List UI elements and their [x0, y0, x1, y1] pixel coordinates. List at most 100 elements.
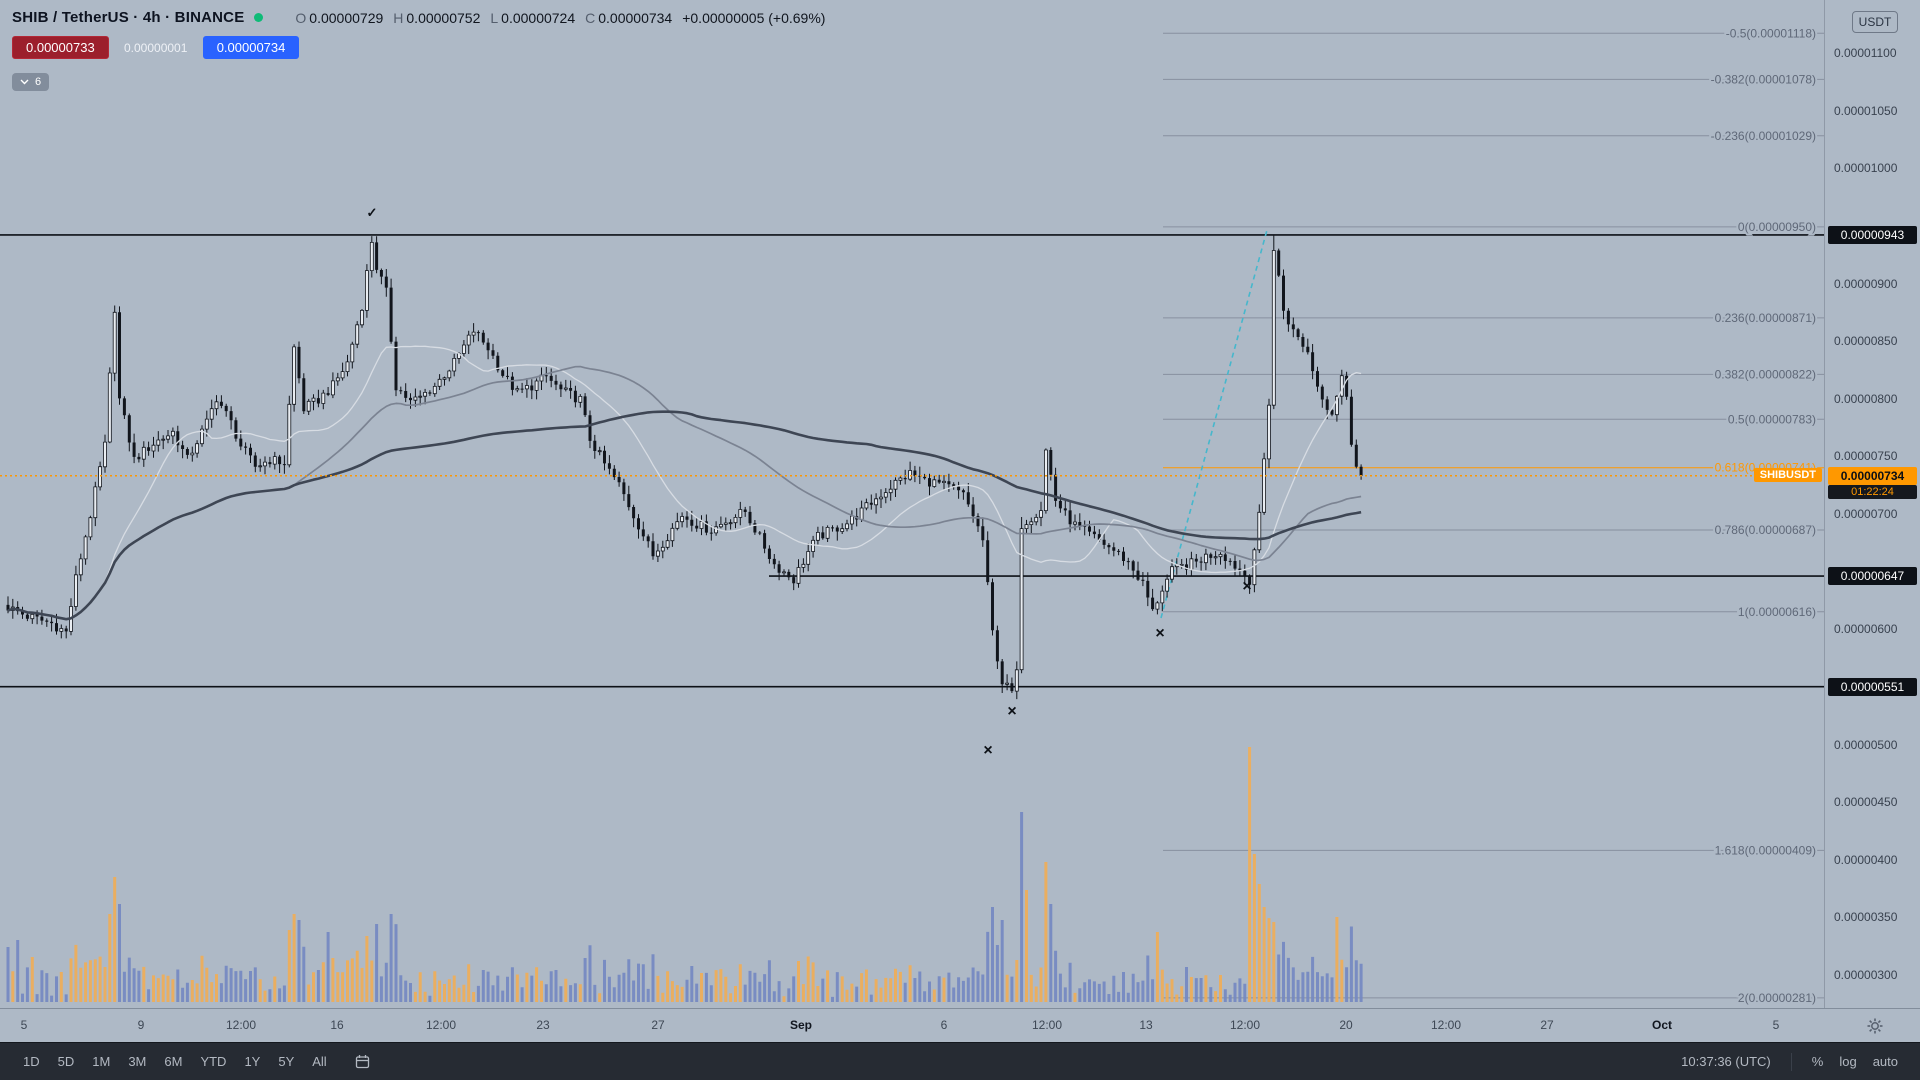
trade-buttons-row: 0.00000733 0.00000001 0.00000734 — [12, 36, 825, 59]
ma-120-line — [7, 410, 1362, 621]
price-axis[interactable]: USDT 0.00000734 01:22:24 0.00001100 0.000… — [1824, 0, 1920, 1008]
time-axis[interactable]: 5 9 12:00 16 12:00 23 27 Sep 6 12:00 13 12:00 20 12:0… — [0, 1008, 1920, 1042]
cross-marker: × — [1155, 625, 1164, 642]
price-axis-label: 0.00001100 — [1834, 46, 1897, 60]
sell-price-button[interactable]: 0.00000733 — [12, 36, 109, 59]
cross-marker: × — [1007, 703, 1016, 720]
price-axis-label: 0.00000700 — [1834, 507, 1898, 521]
scale-controls: 10:37:36 (UTC) % log auto — [1673, 1050, 1906, 1073]
svg-text:0.236(0.00000871): 0.236(0.00000871) — [1715, 311, 1816, 325]
trade-markers: ✓ × × × × — [367, 205, 1252, 759]
price-axis-label: 0.00000800 — [1834, 391, 1898, 406]
chart-legend: SHIB / TetherUS · 4h · BINANCE O 0.000007… — [12, 9, 825, 91]
ohlc-values: O 0.00000729 H 0.00000752 L 0.00000724 C 0.0000… — [295, 10, 825, 26]
range-button-3m[interactable]: 3M — [119, 1050, 155, 1073]
timezone-clock-button[interactable]: 10:37:36 (UTC) — [1673, 1050, 1779, 1073]
ohlc-label: L — [490, 9, 499, 26]
price-axis-label: 0.00000500 — [1834, 737, 1898, 752]
range-button-5d[interactable]: 5D — [49, 1050, 84, 1073]
chart-pane[interactable]: -0.5(0.00001118) -0.382(0.00001078) -0.236… — [0, 0, 1824, 1008]
range-button-1d[interactable]: 1D — [14, 1050, 49, 1073]
log-scale-button[interactable]: log — [1831, 1050, 1864, 1073]
svg-text:0.382(0.00000822): 0.382(0.00000822) — [1715, 367, 1816, 381]
svg-text:0.786(0.00000687): 0.786(0.00000687) — [1715, 523, 1816, 537]
range-button-ytd[interactable]: YTD — [191, 1050, 235, 1073]
market-open-status-icon — [254, 13, 264, 22]
time-axis-label: Sep — [789, 1018, 813, 1032]
time-axis-label: 12:00 — [1031, 1018, 1063, 1032]
svg-text:1(0.00000616): 1(0.00000616) — [1738, 605, 1816, 619]
cross-marker: × — [983, 742, 992, 759]
svg-text:-0.382(0.00001078): -0.382(0.00001078) — [1711, 72, 1816, 86]
ohlc-value: 0.00000752 — [406, 9, 481, 26]
price-chart-canvas[interactable]: -0.5(0.00001118) -0.382(0.00001078) -0.236… — [0, 0, 1824, 1008]
toolbar-divider — [1790, 1052, 1792, 1071]
fib-retracement-labels: -0.5(0.00001118) -0.382(0.00001078) -0.236… — [1709, 24, 1818, 1007]
indicators-collapse-button[interactable]: 6 — [12, 73, 50, 91]
svg-text:0(0.00000950): 0(0.00000950) — [1738, 220, 1816, 234]
time-axis-label: 16 — [330, 1018, 344, 1032]
calendar-icon — [355, 1055, 369, 1069]
go-to-date-button[interactable] — [346, 1050, 379, 1073]
price-axis-label: 0.00000350 — [1834, 910, 1898, 925]
buy-price-button[interactable]: 0.00000734 — [202, 36, 300, 59]
spread-value: 0.00000001 — [123, 40, 188, 55]
ohlc-value: 0.00000724 — [501, 9, 576, 26]
price-axis-label: 0.00001000 — [1834, 161, 1898, 176]
moving-averages-layer — [7, 345, 1362, 621]
drawn-horizontal-lines[interactable] — [0, 234, 1824, 688]
bottom-toolbar: 1D 5D 1M 3M 6M YTD 1Y 5Y All 10:37:36 (UTC) % lo… — [0, 1042, 1920, 1080]
percent-scale-button[interactable]: % — [1804, 1050, 1832, 1073]
time-axis-label: 13 — [1139, 1018, 1153, 1032]
price-level-badge: 0.00000943 — [1828, 225, 1917, 244]
bar-close-countdown: 01:22:24 — [1828, 484, 1917, 499]
axis-settings-gear-icon[interactable] — [1866, 1017, 1884, 1035]
price-axis-label: 0.00000750 — [1834, 449, 1898, 464]
time-axis-label: 27 — [1540, 1018, 1554, 1032]
auto-scale-button[interactable]: auto — [1865, 1050, 1906, 1073]
ohlc-change: +0.00000005 (+0.69%) — [682, 9, 826, 26]
price-axis-label: 0.00000450 — [1834, 795, 1898, 810]
collapsed-indicator-count: 6 — [35, 76, 42, 88]
time-axis-label: 6 — [940, 1018, 948, 1032]
ohlc-label: O — [295, 9, 307, 26]
currency-toggle-button[interactable]: USDT — [1852, 11, 1898, 33]
price-axis-label: 0.00000850 — [1834, 334, 1898, 349]
volume-layer — [6, 747, 1363, 1002]
svg-text:1.618(0.00000409): 1.618(0.00000409) — [1715, 843, 1816, 857]
cross-marker: × — [1242, 578, 1251, 595]
ohlc-value: 0.00000734 — [598, 9, 673, 26]
time-axis-label: 12:00 — [1229, 1018, 1261, 1032]
range-button-5y[interactable]: 5Y — [269, 1050, 303, 1073]
price-axis-label: 0.00001050 — [1834, 103, 1898, 118]
trend-projection-line[interactable] — [1160, 229, 1268, 619]
range-button-all[interactable]: All — [303, 1050, 335, 1073]
chevron-down-icon — [20, 79, 29, 85]
symbol-row: SHIB / TetherUS · 4h · BINANCE O 0.000007… — [12, 9, 825, 26]
price-axis-label: 0.00000300 — [1834, 968, 1898, 982]
svg-text:2(0.00000281): 2(0.00000281) — [1738, 991, 1816, 1005]
time-axis-label: 5 — [1772, 1018, 1780, 1032]
time-axis-label: 23 — [536, 1018, 550, 1032]
price-axis-label: 0.00000900 — [1834, 276, 1898, 291]
indicators-row: 6 — [12, 72, 825, 91]
time-axis-label: 12:00 — [425, 1018, 457, 1032]
time-axis-label: 20 — [1339, 1018, 1353, 1032]
ohlc-value: 0.00000729 — [309, 9, 384, 26]
svg-text:0.5(0.00000783): 0.5(0.00000783) — [1728, 412, 1816, 426]
price-axis-label: 0.00000400 — [1834, 852, 1898, 867]
check-marker: ✓ — [367, 205, 378, 220]
price-level-badge: 0.00000551 — [1828, 677, 1917, 696]
time-axis-label: 12:00 — [225, 1018, 257, 1032]
ohlc-label: H — [393, 9, 404, 26]
price-axis-label: 0.00000600 — [1834, 622, 1898, 637]
range-button-1y[interactable]: 1Y — [235, 1050, 269, 1073]
range-button-1m[interactable]: 1M — [83, 1050, 119, 1073]
symbol-title[interactable]: SHIB / TetherUS · 4h · BINANCE — [12, 9, 245, 26]
ohlc-label: C — [585, 9, 596, 26]
svg-text:-0.5(0.00001118): -0.5(0.00001118) — [1726, 26, 1816, 40]
time-axis-label: 27 — [651, 1018, 665, 1032]
range-button-6m[interactable]: 6M — [155, 1050, 191, 1073]
ma-60-line — [7, 365, 1362, 621]
